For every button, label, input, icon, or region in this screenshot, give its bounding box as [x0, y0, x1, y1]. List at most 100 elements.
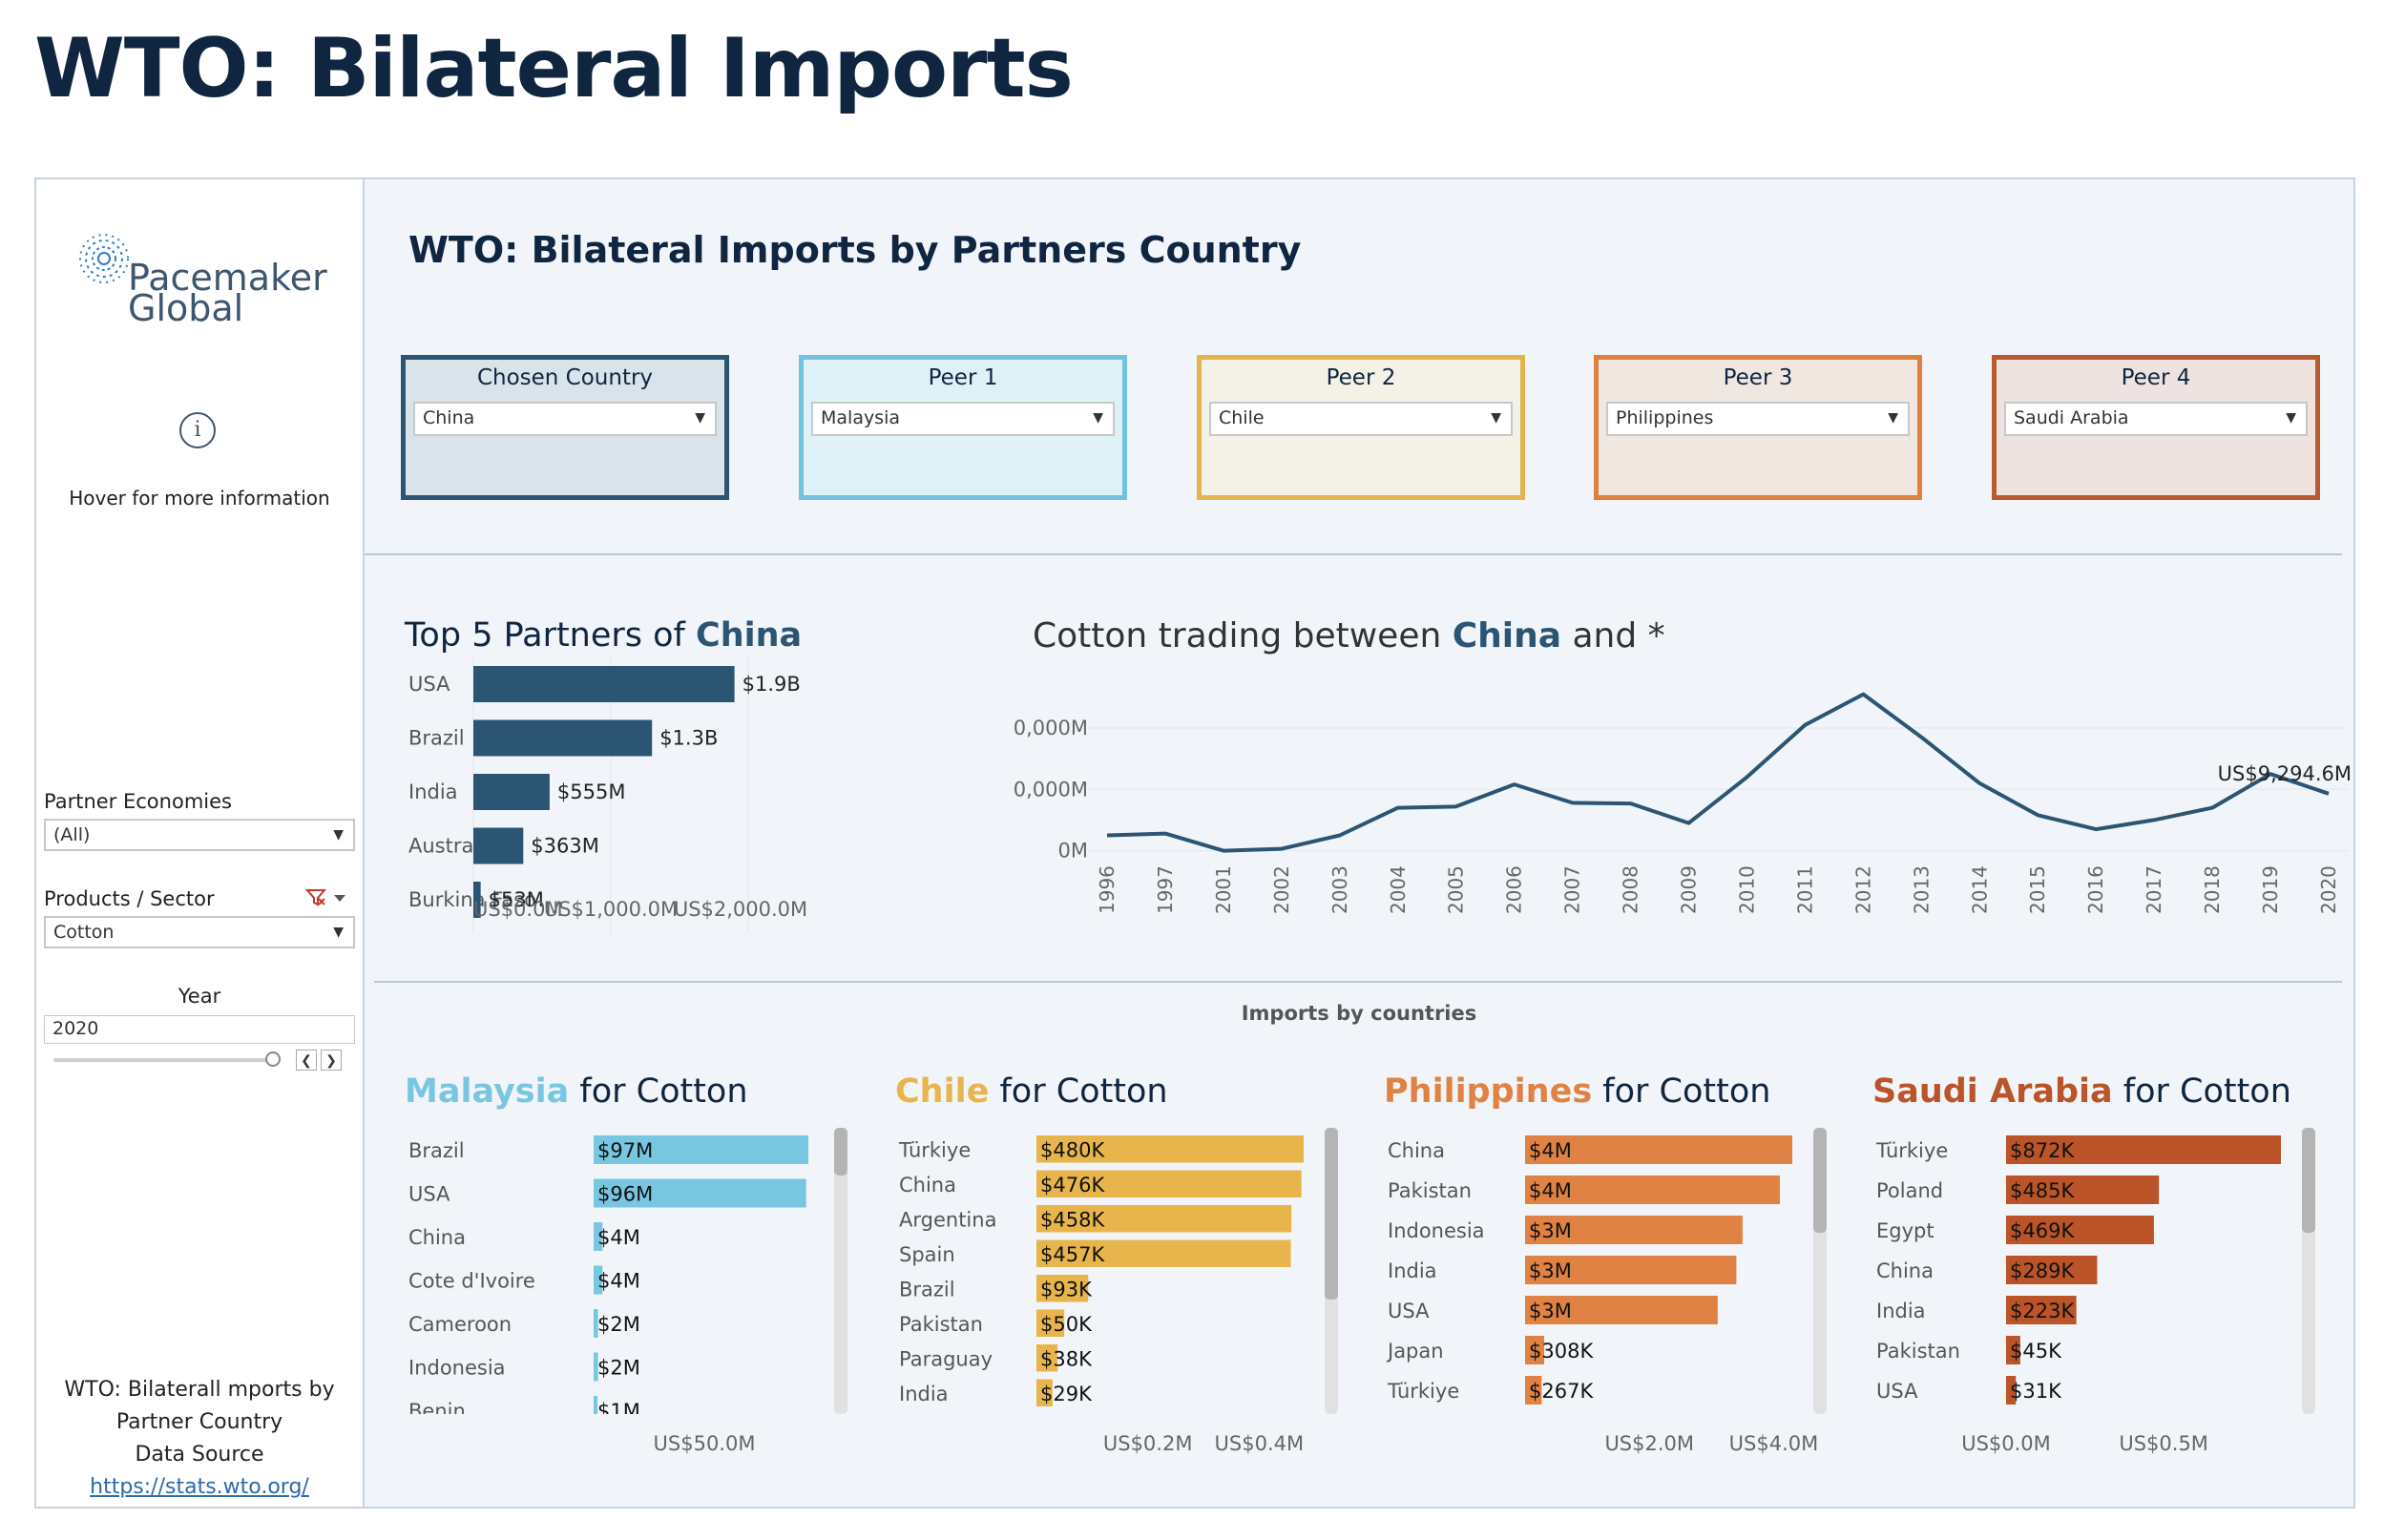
x-tick-label: 2008 [1620, 865, 1642, 914]
category-label: Spain [899, 1243, 955, 1266]
bar [473, 882, 481, 918]
partner-economies-select[interactable]: (All) ▼ [44, 819, 355, 851]
selector-card-2: Peer 1 Malaysia ▼ [799, 355, 1127, 500]
data-label: $31K [2010, 1380, 2062, 1403]
x-tick-label: 2019 [2259, 865, 2282, 914]
x-tick-label: 2001 [1212, 865, 1235, 914]
category-label: China [1876, 1259, 1934, 1282]
category-label: Brazil [408, 1139, 465, 1162]
category-label: India [408, 780, 458, 803]
chevron-left-icon: ❮ [301, 1052, 312, 1068]
tick-label: US$50.0M [654, 1432, 756, 1455]
y-tick-label: 10,000M [1014, 778, 1088, 801]
tick-label: US$4.0M [1729, 1432, 1819, 1455]
data-label: $45K [2010, 1340, 2062, 1363]
data-label: $458K [1040, 1208, 1105, 1231]
pacemaker-logo-icon [79, 234, 129, 283]
data-label: $38K [1040, 1347, 1093, 1370]
bar [2006, 1256, 2098, 1284]
year-slider-handle[interactable] [265, 1051, 281, 1067]
dashboard-title: WTO: Bilateral Imports by Partners Count… [408, 229, 1302, 271]
selector-card-3: Peer 2 Chile ▼ [1197, 355, 1525, 500]
year-input[interactable]: 2020 [44, 1015, 355, 1044]
peer-country-name: Saudi Arabia [1872, 1072, 2113, 1111]
bar [1036, 1275, 1089, 1302]
category-label: Pakistan [899, 1313, 983, 1336]
data-label: $555M [557, 780, 626, 803]
page-title: WTO: Bilateral Imports [34, 21, 1074, 116]
x-tick-label: 2014 [1968, 865, 1991, 914]
selector-dropdown[interactable]: Malaysia ▼ [811, 402, 1115, 436]
scrollbar-thumb[interactable] [834, 1128, 847, 1176]
chevron-down-icon: ▼ [1491, 410, 1501, 426]
selector-card-1: Chosen Country China ▼ [401, 355, 729, 500]
partner-economies-label: Partner Economies [44, 790, 232, 813]
peer-title-suffix: for Cotton [569, 1072, 748, 1111]
year-value: 2020 [52, 1018, 99, 1039]
bar [2006, 1376, 2017, 1405]
logo-text-line2: Global [128, 287, 244, 329]
x-tick-label: 2020 [2317, 865, 2340, 914]
filter-clear-icon[interactable] [305, 887, 349, 908]
year-prev-button[interactable]: ❮ [296, 1050, 317, 1071]
category-label: Japan [1386, 1340, 1444, 1363]
chevron-right-icon: ❯ [325, 1052, 337, 1068]
data-label: $93K [1040, 1278, 1093, 1301]
x-tick-label: 1997 [1154, 865, 1177, 914]
category-label: USA [408, 673, 450, 696]
year-slider-track[interactable] [53, 1058, 275, 1062]
x-tick-label: 2010 [1735, 865, 1758, 914]
x-tick-label: 2005 [1445, 865, 1468, 914]
data-label: $53M [489, 888, 544, 911]
data-label: $3M [1529, 1259, 1572, 1282]
data-label: $457K [1040, 1243, 1105, 1266]
data-label: $480K [1040, 1138, 1105, 1161]
category-label: Pakistan [1876, 1340, 1960, 1363]
category-label: Burkina Faso [408, 888, 536, 911]
scrollbar-thumb[interactable] [2302, 1128, 2315, 1233]
data-label: $3M [1529, 1300, 1572, 1322]
scrollbar-thumb[interactable] [1325, 1128, 1338, 1300]
data-label: $3M [1529, 1219, 1572, 1242]
year-label: Year [178, 985, 221, 1008]
data-label: $4M [597, 1270, 640, 1293]
selector-dropdown[interactable]: Saudi Arabia ▼ [2004, 402, 2308, 436]
selector-card-5: Peer 4 Saudi Arabia ▼ [1992, 355, 2320, 500]
data-source-label: Data Source [135, 1443, 264, 1467]
data-source-link[interactable]: https://stats.wto.org/ [90, 1475, 309, 1499]
selector-dropdown[interactable]: Philippines ▼ [1606, 402, 1910, 436]
bar [473, 774, 550, 810]
y-tick-label: 20,000M [1014, 717, 1088, 739]
selector-dropdown[interactable]: Chile ▼ [1209, 402, 1513, 436]
bar [1036, 1205, 1292, 1233]
data-label: $267K [1529, 1380, 1594, 1403]
info-icon[interactable]: i [179, 412, 216, 448]
peer-country-name: Philippines [1384, 1072, 1593, 1111]
category-label: China [408, 1226, 466, 1249]
products-sector-select[interactable]: Cotton ▼ [44, 916, 355, 948]
bar-group: Türkiye $480K China $476K Argentina $458K Spai… [898, 1135, 1304, 1406]
data-label: $4M [1529, 1179, 1572, 1202]
bar [1036, 1170, 1302, 1197]
peer-title-suffix: for Cotton [1592, 1072, 1771, 1111]
category-label: Indonesia [1388, 1219, 1485, 1242]
selector-dropdown[interactable]: China ▼ [413, 402, 717, 436]
line-title-country: China [1452, 616, 1562, 656]
x-tick-label: 2002 [1270, 865, 1293, 914]
data-label: $223K [2010, 1300, 2075, 1322]
chevron-down-icon: ▼ [333, 925, 344, 940]
x-tick-label: 2009 [1678, 865, 1701, 914]
x-tick-label: 2017 [2143, 865, 2165, 914]
end-value-label: US$9,294.6M [2218, 762, 2350, 785]
category-label: Cote d'Ivoire [408, 1270, 535, 1293]
scrollbar-thumb[interactable] [1813, 1128, 1827, 1233]
data-label: $4M [597, 1226, 640, 1249]
bar [1525, 1216, 1743, 1244]
category-label: China [1388, 1139, 1445, 1162]
main-panel: WTO: Bilateral Imports by Partners Count… [365, 179, 2353, 1507]
year-next-button[interactable]: ❯ [321, 1050, 342, 1071]
partner-economies-value: (All) [53, 824, 91, 845]
x-tick-label: 2013 [1910, 865, 1933, 914]
chevron-down-icon: ▼ [1093, 410, 1103, 426]
